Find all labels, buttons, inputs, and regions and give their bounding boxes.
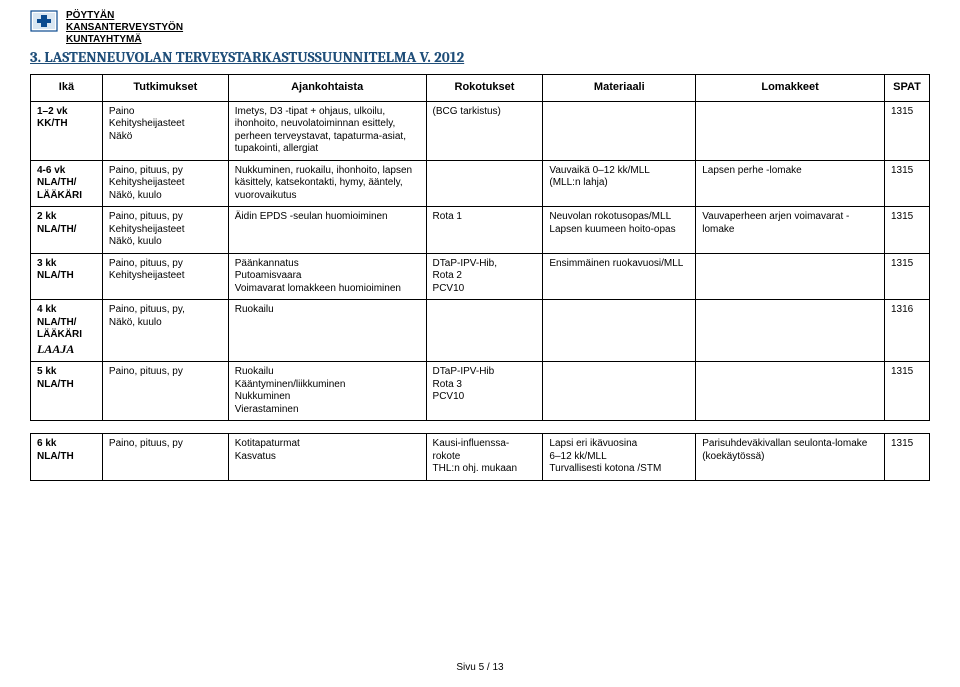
cell-ajan: Ruokailu <box>228 300 426 362</box>
cell-ajan: RuokailuKääntyminen/liikkuminenNukkumine… <box>228 362 426 421</box>
cell-lom <box>696 101 885 160</box>
cell-ajan: Nukkuminen, ruokailu, ihonhoito, lapsen … <box>228 160 426 207</box>
table-row: 4-6 vkNLA/TH/LÄÄKÄRIPaino, pituus, pyKeh… <box>31 160 930 207</box>
cell-ajan: PäänkannatusPutoamisvaaraVoimavarat loma… <box>228 253 426 300</box>
cell-lom <box>696 300 885 362</box>
cell-roko <box>426 160 543 207</box>
cell-roko: DTaP-IPV-Hib,Rota 2PCV10 <box>426 253 543 300</box>
cell-roko: Rota 1 <box>426 207 543 254</box>
col-roko: Rokotukset <box>426 75 543 102</box>
cell-lom: Vauvaperheen arjen voimavarat -lomake <box>696 207 885 254</box>
cell-spat: 1315 <box>885 160 930 207</box>
col-tut: Tutkimukset <box>102 75 228 102</box>
cell-ika: 1–2 vkKK/TH <box>31 101 103 160</box>
col-mat: Materiaali <box>543 75 696 102</box>
cell-mat: Lapsi eri ikävuosina6–12 kk/MLLTurvallis… <box>543 434 696 481</box>
cell-lom: Lapsen perhe -lomake <box>696 160 885 207</box>
cell-tut: Paino, pituus, pyKehitysheijasteetNäkö, … <box>102 160 228 207</box>
cell-tut: PainoKehitysheijasteetNäkö <box>102 101 228 160</box>
cell-lom <box>696 253 885 300</box>
cell-ika: 4-6 vkNLA/TH/LÄÄKÄRI <box>31 160 103 207</box>
org-line-2: KANSANTERVEYSTYÖN <box>66 22 183 33</box>
table-row: 6 kkNLA/TH Paino, pituus, py Kotitapatur… <box>31 434 930 481</box>
table-row: 2 kkNLA/TH/Paino, pituus, pyKehitysheija… <box>31 207 930 254</box>
cell-ajan: Imetys, D3 -tipat + ohjaus, ulkoilu, iho… <box>228 101 426 160</box>
cell-roko: Kausi-influenssa-rokoteTHL:n ohj. mukaan <box>426 434 543 481</box>
page: PÖYTYÄN KANSANTERVEYSTYÖN KUNTAYHTYMÄ 3.… <box>0 0 960 481</box>
table-row: 5 kkNLA/THPaino, pituus, pyRuokailuKäänt… <box>31 362 930 421</box>
org-line-1: PÖYTYÄN <box>66 10 114 21</box>
plan-table-6kk: 6 kkNLA/TH Paino, pituus, py Kotitapatur… <box>30 433 930 481</box>
org-logo-icon <box>30 10 58 32</box>
org-name: PÖYTYÄN KANSANTERVEYSTYÖN KUNTAYHTYMÄ <box>66 10 183 46</box>
cell-mat: Ensimmäinen ruokavuosi/MLL <box>543 253 696 300</box>
cell-spat: 1315 <box>885 434 930 481</box>
table-body: 1–2 vkKK/THPainoKehitysheijasteetNäköIme… <box>31 101 930 421</box>
org-header: PÖYTYÄN KANSANTERVEYSTYÖN KUNTAYHTYMÄ <box>30 10 930 46</box>
cell-ika: 3 kkNLA/TH <box>31 253 103 300</box>
cell-tut: Paino, pituus, py <box>102 362 228 421</box>
cell-spat: 1315 <box>885 207 930 254</box>
section-title: 3. LASTENNEUVOLAN TERVEYSTARKASTUSSUUNNI… <box>30 48 930 66</box>
col-spat: SPAT <box>885 75 930 102</box>
cell-ika: 6 kkNLA/TH <box>31 434 103 481</box>
table-header-row: Ikä Tutkimukset Ajankohtaista Rokotukset… <box>31 75 930 102</box>
cell-tut: Paino, pituus, py,Näkö, kuulo <box>102 300 228 362</box>
cell-spat: 1315 <box>885 253 930 300</box>
cell-ika: 4 kkNLA/TH/LÄÄKÄRILAAJA <box>31 300 103 362</box>
cell-ika: 2 kkNLA/TH/ <box>31 207 103 254</box>
cell-tut: Paino, pituus, pyKehitysheijasteet <box>102 253 228 300</box>
org-line-3: KUNTAYHTYMÄ <box>66 34 142 45</box>
cell-lom <box>696 362 885 421</box>
table-row: 1–2 vkKK/THPainoKehitysheijasteetNäköIme… <box>31 101 930 160</box>
col-ika: Ikä <box>31 75 103 102</box>
cell-spat: 1315 <box>885 101 930 160</box>
cell-spat: 1315 <box>885 362 930 421</box>
cell-ajan: KotitapaturmatKasvatus <box>228 434 426 481</box>
page-footer: Sivu 5 / 13 <box>0 662 960 673</box>
table-row: 4 kkNLA/TH/LÄÄKÄRILAAJAPaino, pituus, py… <box>31 300 930 362</box>
cell-mat <box>543 101 696 160</box>
cell-ika: 5 kkNLA/TH <box>31 362 103 421</box>
cell-lom: Parisuhdeväkivallan seulonta-lomake (koe… <box>696 434 885 481</box>
cell-spat: 1316 <box>885 300 930 362</box>
cell-mat: Vauvaikä 0–12 kk/MLL(MLL:n lahja) <box>543 160 696 207</box>
cell-roko <box>426 300 543 362</box>
col-lom: Lomakkeet <box>696 75 885 102</box>
cell-ajan: Äidin EPDS -seulan huomioiminen <box>228 207 426 254</box>
cell-mat: Neuvolan rokotusopas/MLLLapsen kuumeen h… <box>543 207 696 254</box>
cell-roko: DTaP-IPV-HibRota 3PCV10 <box>426 362 543 421</box>
plan-table: Ikä Tutkimukset Ajankohtaista Rokotukset… <box>30 74 930 421</box>
cell-mat <box>543 300 696 362</box>
cell-tut: Paino, pituus, pyKehitysheijasteetNäkö, … <box>102 207 228 254</box>
col-ajan: Ajankohtaista <box>228 75 426 102</box>
table-row: 3 kkNLA/THPaino, pituus, pyKehitysheijas… <box>31 253 930 300</box>
cell-roko: (BCG tarkistus) <box>426 101 543 160</box>
cell-mat <box>543 362 696 421</box>
cell-tut: Paino, pituus, py <box>102 434 228 481</box>
